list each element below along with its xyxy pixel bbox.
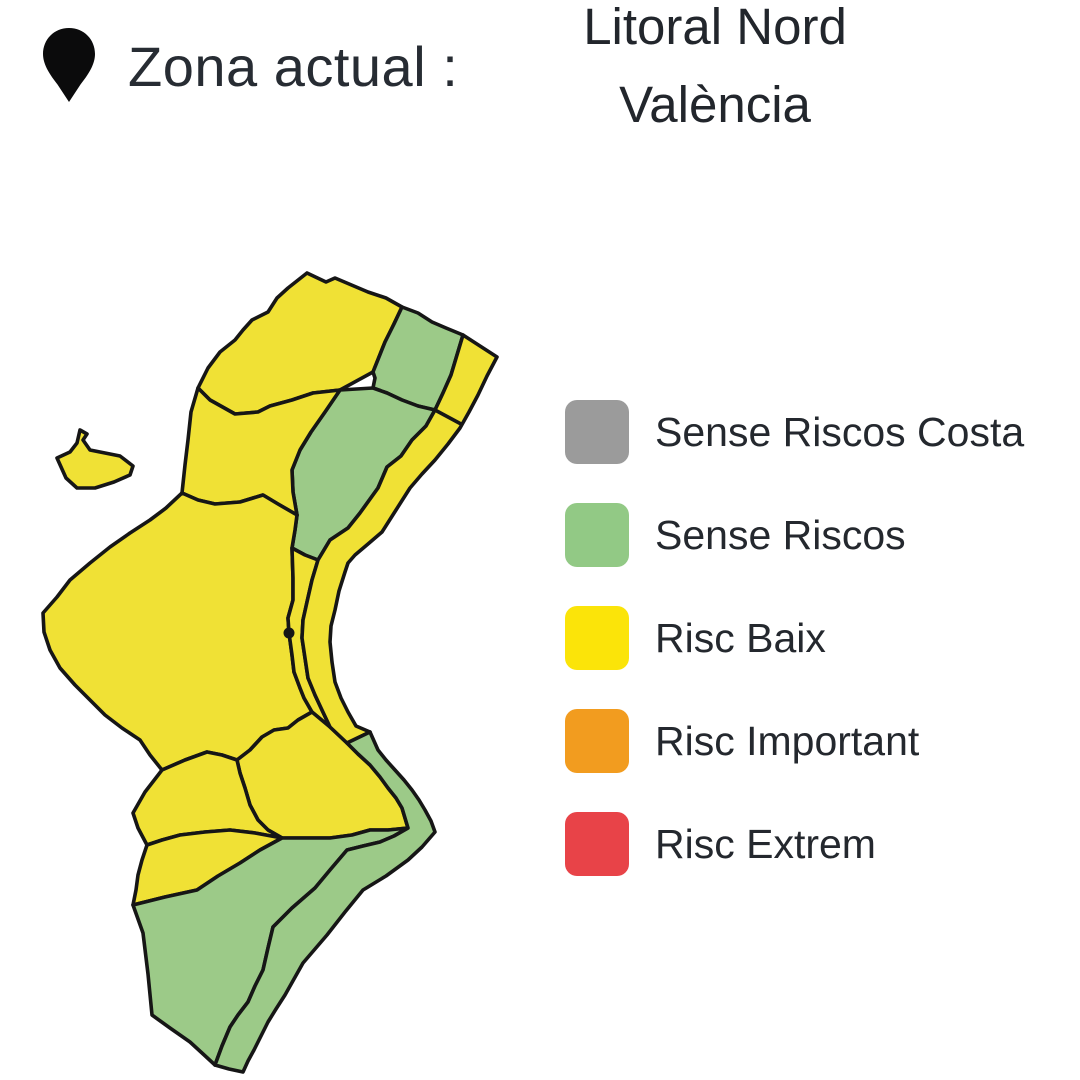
legend-item: Risc Important: [565, 709, 1024, 773]
legend-swatch-no-risk: [565, 503, 629, 567]
legend-label: Sense Riscos Costa: [655, 408, 1025, 455]
legend-swatch-no-risk-coast: [565, 400, 629, 464]
current-zone-header: Zona actual :: [40, 26, 458, 106]
map-zone-interior-nord-zone-6[interactable]: [41, 491, 314, 772]
legend-item: Sense Riscos Costa: [565, 400, 1024, 464]
zone-label: Zona actual :: [128, 34, 459, 98]
legend-swatch-low-risk: [565, 606, 629, 670]
legend-label: Risc Important: [655, 717, 920, 764]
risk-zones-map[interactable]: [30, 260, 510, 1080]
legend-swatch-important-risk: [565, 709, 629, 773]
legend-swatch-extreme-risk: [565, 812, 629, 876]
map-zone-coastal-strip-south[interactable]: [213, 730, 437, 1074]
risk-legend: Sense Riscos Costa Sense Riscos Risc Bai…: [565, 400, 1024, 915]
legend-item: Risc Extrem: [565, 812, 1024, 876]
legend-label: Risc Extrem: [655, 820, 876, 867]
current-zone-name-line2: València: [619, 76, 811, 133]
map-city-dot: [283, 627, 295, 639]
map-coastal-strip-divider: [434, 408, 462, 426]
map-zone-exclave-zone-5[interactable]: [55, 428, 135, 490]
map-zone-interior-sud-zone-4[interactable]: [180, 386, 342, 517]
legend-label: Sense Riscos: [655, 511, 906, 558]
map-zone-coastal-strip-north[interactable]: [300, 333, 499, 745]
location-pin-icon: [43, 28, 95, 102]
current-zone-name-line1: Litoral Nord: [583, 0, 847, 55]
legend-item: Risc Baix: [565, 606, 1024, 670]
current-zone-name: Litoral Nord València: [530, 0, 900, 144]
legend-item: Sense Riscos: [565, 503, 1024, 567]
legend-label: Risc Baix: [655, 614, 826, 661]
map-svg[interactable]: [30, 260, 510, 1080]
